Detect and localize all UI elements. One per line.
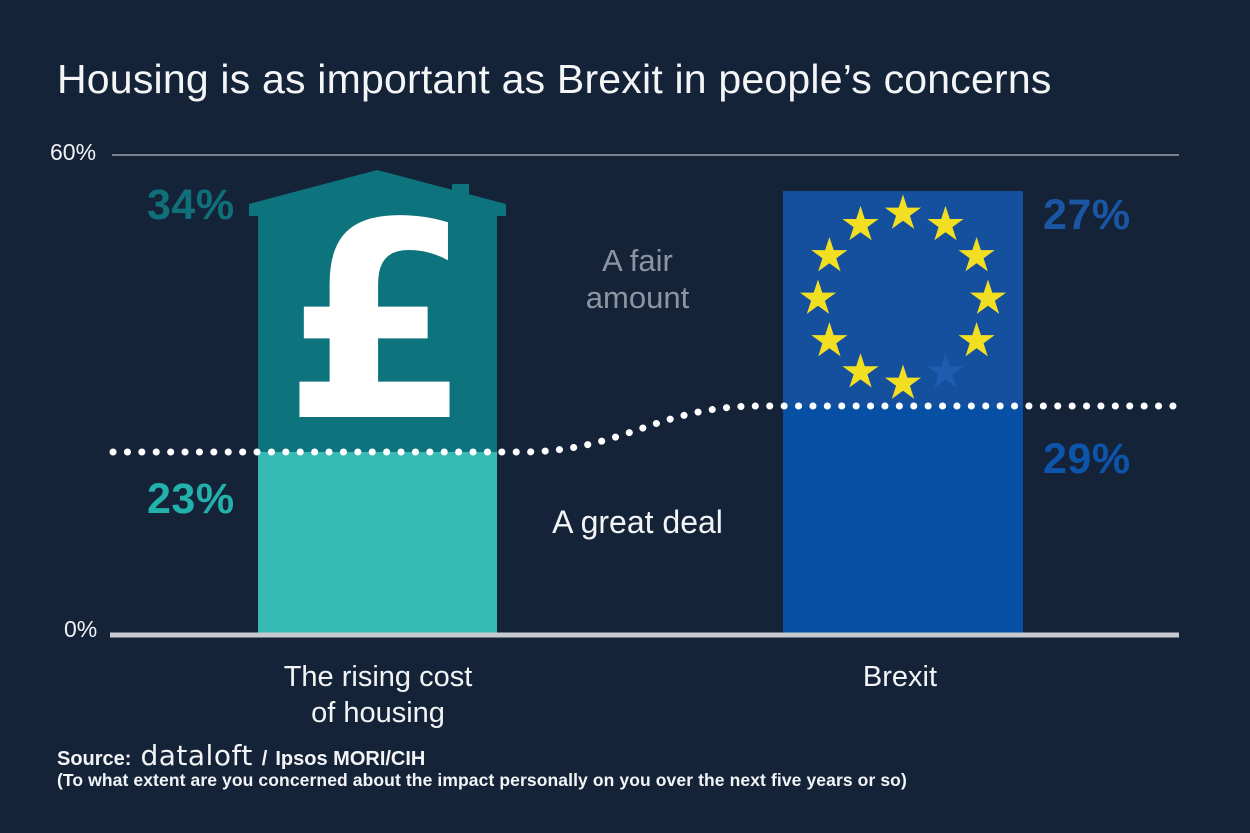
chart-title: Housing is as important as Brexit in peo… xyxy=(57,56,1052,102)
source-prefix: Source: xyxy=(57,748,132,770)
eu-star-icon xyxy=(842,205,879,241)
housing-great-deal-value: 23% xyxy=(147,475,235,523)
housing-bar: £ xyxy=(249,166,506,635)
great-deal-label: A great deal xyxy=(552,504,723,540)
house-icon xyxy=(249,170,506,452)
brexit-great-deal-value: 29% xyxy=(1043,435,1131,483)
housing-fair-amount-value: 34% xyxy=(147,181,235,229)
eu-star-icon xyxy=(799,279,837,314)
dataloft-logo: dataloft xyxy=(140,739,253,772)
brexit-fair-amount-value: 27% xyxy=(1043,191,1131,239)
eu-star-icon xyxy=(958,322,995,357)
source-separator: / xyxy=(261,748,268,770)
survey-question: (To what extent are you concerned about … xyxy=(57,770,907,790)
pound-icon: £ xyxy=(283,166,472,482)
eu-star-icon xyxy=(811,237,848,272)
housing-great-deal-segment xyxy=(258,452,497,635)
dotted-divider-line xyxy=(109,402,1181,456)
eu-star-icon xyxy=(884,364,922,399)
fair-amount-label: A fair amount xyxy=(585,243,690,315)
eu-star-icon xyxy=(884,194,922,229)
brexit-bar xyxy=(783,191,1023,635)
brexit-great-deal-segment xyxy=(783,406,1023,635)
eu-star-icon xyxy=(927,205,964,241)
y-tick-60: 60% xyxy=(50,139,97,165)
eu-star-icon xyxy=(969,279,1007,314)
eu-star-icon xyxy=(811,322,848,357)
faded-star-icon xyxy=(927,353,964,388)
source-line: Source: dataloft / Ipsos MORI/CIH xyxy=(57,739,425,772)
eu-flag-icon xyxy=(799,194,1007,399)
y-tick-0: 0% xyxy=(64,616,98,642)
eu-star-icon xyxy=(958,237,995,272)
x-label-brexit: Brexit xyxy=(862,661,938,693)
x-label-housing: The rising cost of housing xyxy=(283,661,473,729)
source-attribution: Ipsos MORI/CIH xyxy=(275,748,426,770)
eu-star-icon xyxy=(842,353,879,388)
